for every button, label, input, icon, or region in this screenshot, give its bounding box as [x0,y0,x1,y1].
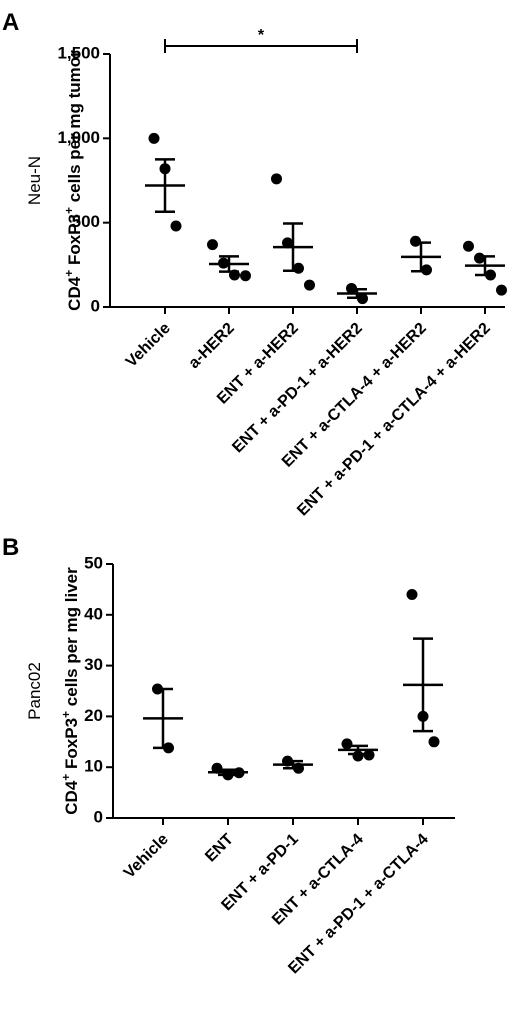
data-point [148,132,160,144]
y-tick-label: 0 [91,296,100,315]
y-axis-label-part: FoxP3 [62,718,81,774]
data-point [496,284,507,296]
x-tick-label: ENT [202,831,237,866]
panel-label: B [2,534,19,561]
data-point [170,220,182,232]
y-tick-label: 10 [84,757,103,776]
data-point [463,240,474,252]
data-point [240,270,251,282]
panel-label: A [2,9,19,36]
x-tick-label: a-HER2 [186,320,238,372]
y-axis-label-part: + [62,207,76,214]
data-point [363,749,375,761]
significance-label: * [258,27,265,44]
x-tick-label: ENT + a-PD-1 + a-CTLA-4 [285,831,432,978]
y-axis-label-part: CD4 [62,780,81,815]
data-point [207,239,218,251]
data-point [421,264,432,276]
y-axis-label-part: cells per mg tumor [65,50,84,207]
x-tick-label: Vehicle [123,320,174,371]
y-axis-label-part: + [62,270,76,277]
data-point [271,173,282,185]
y-tick-label: 20 [84,706,103,725]
data-point [410,235,421,247]
data-point [282,237,293,249]
y-tick-label: 50 [84,553,103,572]
data-point [341,738,353,750]
y-tick-label: 0 [94,807,103,826]
y-tick-label: 30 [84,655,103,674]
y-tick-label: 500 [72,212,100,231]
y-axis-label-part: + [59,711,73,718]
y-axis-label-part: cells per mg liver [62,567,81,711]
data-point [293,262,304,274]
y-tick-label: 1,500 [57,43,100,62]
data-point [428,736,440,748]
y-tick-label: 1,000 [57,128,100,147]
data-point [406,588,418,600]
y-tick-label: 40 [84,604,103,623]
group-label: Neu-N [25,156,44,205]
y-axis-label: CD4+ FoxP3+ cells per mg liver [59,567,81,815]
x-tick-label: Vehicle [121,831,172,882]
y-axis-label-part: + [59,774,73,781]
y-axis-label-part: FoxP3 [65,214,84,270]
data-point [304,279,315,291]
y-axis-label: CD4+ FoxP3+ cells per mg tumor [62,50,84,311]
y-axis-label-part: CD4 [65,276,84,311]
data-point [474,252,485,264]
group-label: Panc02 [25,662,44,720]
x-tick-label: ENT + a-PD-1 + a-HER2 [229,320,366,457]
